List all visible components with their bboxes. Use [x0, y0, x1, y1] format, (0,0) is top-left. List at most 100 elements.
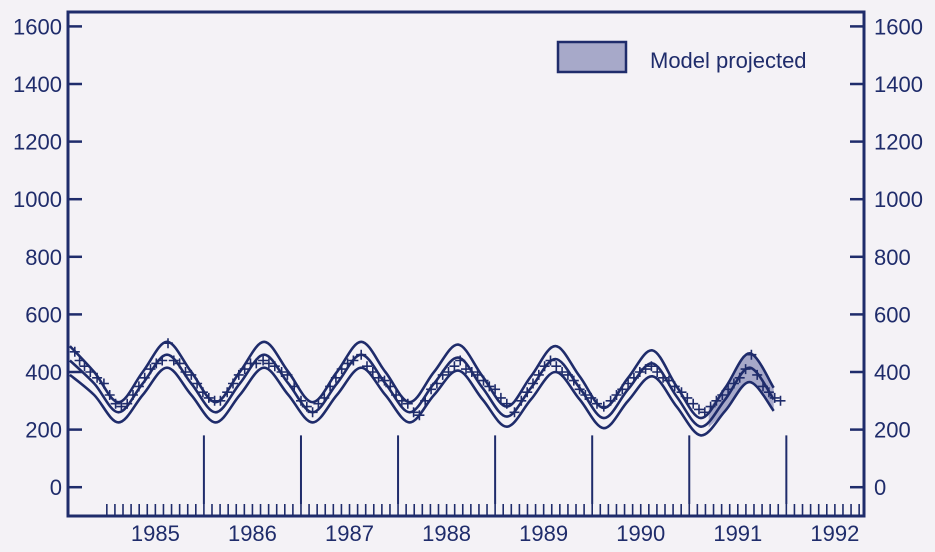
data-point: [740, 364, 751, 375]
data-point: [528, 378, 538, 389]
data-point: [139, 372, 150, 383]
data-point: [168, 355, 179, 366]
data-point: [461, 364, 471, 375]
data-point: [104, 390, 115, 400]
data-point: [228, 378, 238, 389]
data-point: [408, 407, 419, 418]
data-point: [282, 369, 293, 380]
data-point: [233, 369, 244, 380]
data-point: [605, 395, 616, 406]
data-point: [301, 401, 312, 412]
data-point: [472, 369, 483, 380]
y-tick-label-right: 1400: [874, 72, 923, 97]
data-point: [116, 401, 127, 412]
data-point: [276, 367, 287, 377]
data-point: [307, 407, 318, 418]
data-point: [455, 355, 466, 366]
series-line-1: [68, 340, 775, 420]
series-line-3: [69, 366, 775, 437]
data-point: [186, 369, 197, 380]
x-tick-label: 1991: [713, 521, 762, 546]
y-tick-label-right: 400: [874, 360, 911, 385]
data-point: [509, 407, 520, 418]
legend: Model projected: [556, 40, 807, 74]
data-point: [379, 375, 390, 386]
data-point: [574, 384, 585, 395]
year-marker-layer: [202, 435, 788, 504]
data-point: [69, 346, 80, 357]
data-point: [623, 378, 634, 389]
y-tick-label-left: 400: [25, 360, 62, 385]
data-point: [484, 381, 495, 392]
data-point: [110, 398, 121, 409]
data-point: [466, 367, 477, 377]
data-point: [420, 395, 431, 406]
data-point: [133, 381, 144, 392]
data-point: [734, 372, 745, 383]
data-point: [640, 364, 651, 375]
data-point: [74, 355, 85, 366]
data-point: [319, 392, 330, 403]
data-point: [251, 358, 262, 369]
data-point: [769, 392, 780, 403]
data-point: [373, 372, 384, 383]
data-point: [296, 395, 306, 406]
data-point: [402, 398, 413, 409]
y-tick-label-right: 1200: [874, 130, 923, 155]
data-point: [348, 355, 359, 366]
data-point: [634, 367, 645, 377]
data-point: [646, 361, 657, 372]
data-point: [449, 361, 460, 372]
data-point: [336, 364, 347, 375]
data-point: [682, 392, 693, 403]
data-point: [92, 372, 103, 383]
data-point: [676, 387, 687, 398]
data-point: [495, 392, 506, 403]
data-point: [391, 390, 402, 400]
data-point: [437, 369, 448, 380]
data-point: [723, 384, 734, 395]
data-point: [586, 392, 597, 403]
x-tick-label: 1986: [228, 521, 277, 546]
data-point: [533, 369, 544, 380]
data-point: [551, 361, 562, 372]
data-point: [313, 398, 324, 409]
data-point: [258, 355, 269, 366]
data-point: [215, 395, 226, 406]
data-point: [617, 384, 628, 395]
data-point: [592, 398, 602, 409]
x-tick-label: 1987: [325, 521, 374, 546]
data-point: [694, 404, 704, 415]
data-point: [522, 387, 533, 398]
y-tick-label-left: 1600: [13, 14, 62, 39]
y-tick-label-right: 600: [874, 302, 911, 327]
data-point: [699, 407, 710, 418]
data-point: [157, 355, 168, 366]
axes-layer: 0 0 200 200 400 400 600 600 800 800 1000 1000 1200 12…: [13, 14, 923, 546]
y-tick-label-left: 0: [50, 475, 62, 500]
data-point: [192, 378, 203, 389]
plot-frame: [66, 10, 866, 518]
y-tick-label-left: 200: [25, 418, 62, 443]
data-point: [688, 398, 699, 409]
data-point: [728, 378, 739, 389]
data-point: [289, 381, 300, 392]
data-point: [717, 390, 728, 400]
data-point: [342, 358, 353, 369]
data-point: [239, 364, 250, 375]
data-point: [385, 381, 396, 392]
x-tick-label: 1985: [131, 521, 180, 546]
data-point: [652, 367, 663, 377]
x-tick-label: 1992: [810, 521, 859, 546]
data-point: [539, 361, 550, 372]
data-point: [367, 367, 378, 377]
y-tick-label-right: 200: [874, 418, 911, 443]
data-point: [752, 369, 763, 380]
data-point: [203, 392, 214, 403]
legend-swatch: [556, 40, 628, 74]
y-tick-label-left: 1200: [13, 130, 62, 155]
data-point: [362, 361, 372, 372]
data-point: [557, 367, 568, 377]
data-point: [611, 390, 622, 400]
